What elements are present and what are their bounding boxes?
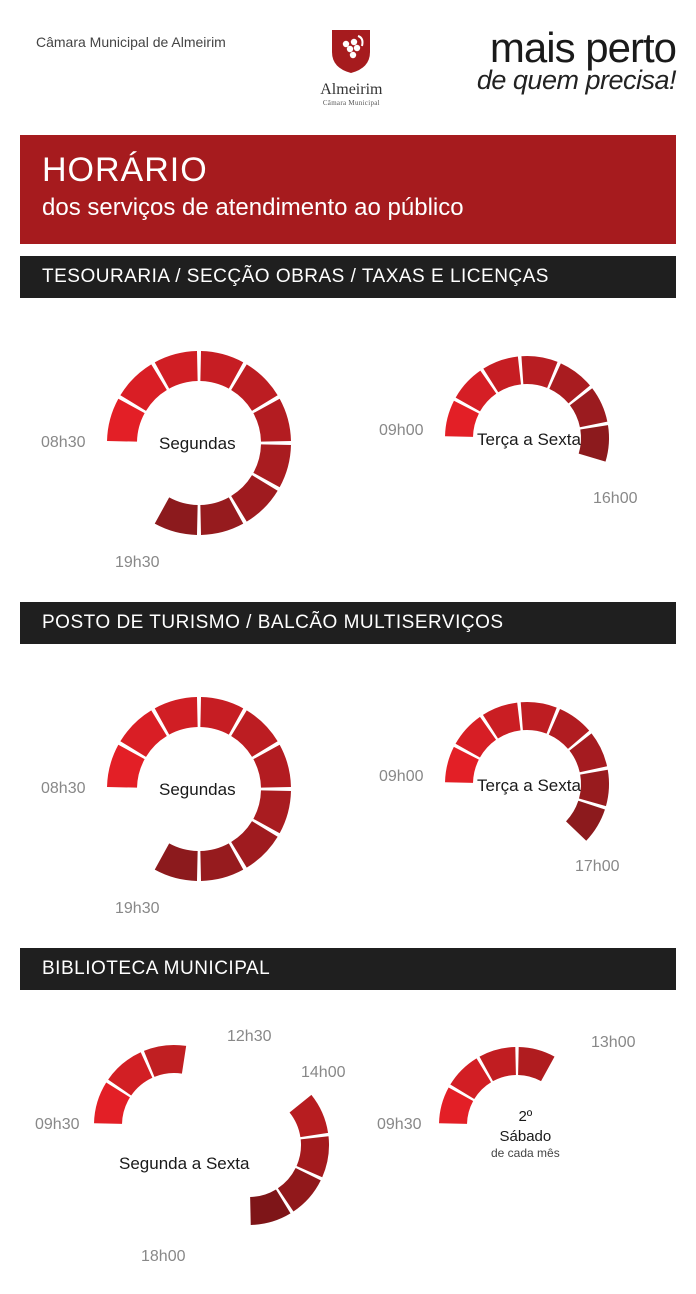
shield-grapes-icon [328,28,374,74]
section-title-bar: BIBLIOTECA MUNICIPAL [20,948,676,990]
slogan-line2: de quem precisa! [477,68,676,94]
sections-container: TESOURARIA / SECÇÃO OBRAS / TAXAS E LICE… [0,256,696,1294]
gauge-g2b: 09h0017h00Terça a Sexta [357,664,677,924]
main-title-line1: HORÁRIO [42,151,654,190]
gauge-g2a: 08h3019h30Segundas [19,664,339,924]
gauge-center-label: Terça a Sexta [477,776,581,796]
slogan: mais perto de quem precisa! [477,28,676,94]
header: Câmara Municipal de Almeirim Almeirim Câ… [0,0,696,117]
gauge-center-label: Segundas [159,434,236,454]
gauge-arc-icon [357,664,696,934]
logo-name: Almeirim [291,81,411,99]
gauge-g3a: 09h3012h3014h0018h00Segunda a Sexta [19,1010,339,1270]
slogan-line1: mais perto [477,28,676,68]
logo: Almeirim Câmara Municipal [291,28,411,107]
gauge-arc-icon [357,318,696,588]
gauge-g1b: 09h0016h00Terça a Sexta [357,318,677,578]
section-title-bar: TESOURARIA / SECÇÃO OBRAS / TAXAS E LICE… [20,256,676,298]
gauge-g1a: 08h3019h30Segundas [19,318,339,578]
logo-subtitle: Câmara Municipal [291,99,411,107]
gauge-row: 09h3012h3014h0018h00Segunda a Sexta09h30… [0,990,696,1294]
gauge-center-label: Segundas [159,780,236,800]
gauge-row: 08h3019h30Segundas09h0016h00Terça a Sext… [0,298,696,602]
gauge-center-label: Segunda a Sexta [119,1154,249,1174]
main-title-line2: dos serviços de atendimento ao público [42,194,654,222]
section-title-bar: POSTO DE TURISMO / BALCÃO MULTISERVIÇOS [20,602,676,644]
org-name: Câmara Municipal de Almeirim [36,28,226,50]
gauge-row: 08h3019h30Segundas09h0017h00Terça a Sext… [0,644,696,948]
gauge-g3b: 09h3013h002ºSábadode cada mês [357,1010,677,1270]
main-title-banner: HORÁRIO dos serviços de atendimento ao p… [20,135,676,244]
gauge-center-label: 2ºSábadode cada mês [491,1106,560,1160]
gauge-center-label: Terça a Sexta [477,430,581,450]
gauge-arc-icon [19,1010,359,1280]
